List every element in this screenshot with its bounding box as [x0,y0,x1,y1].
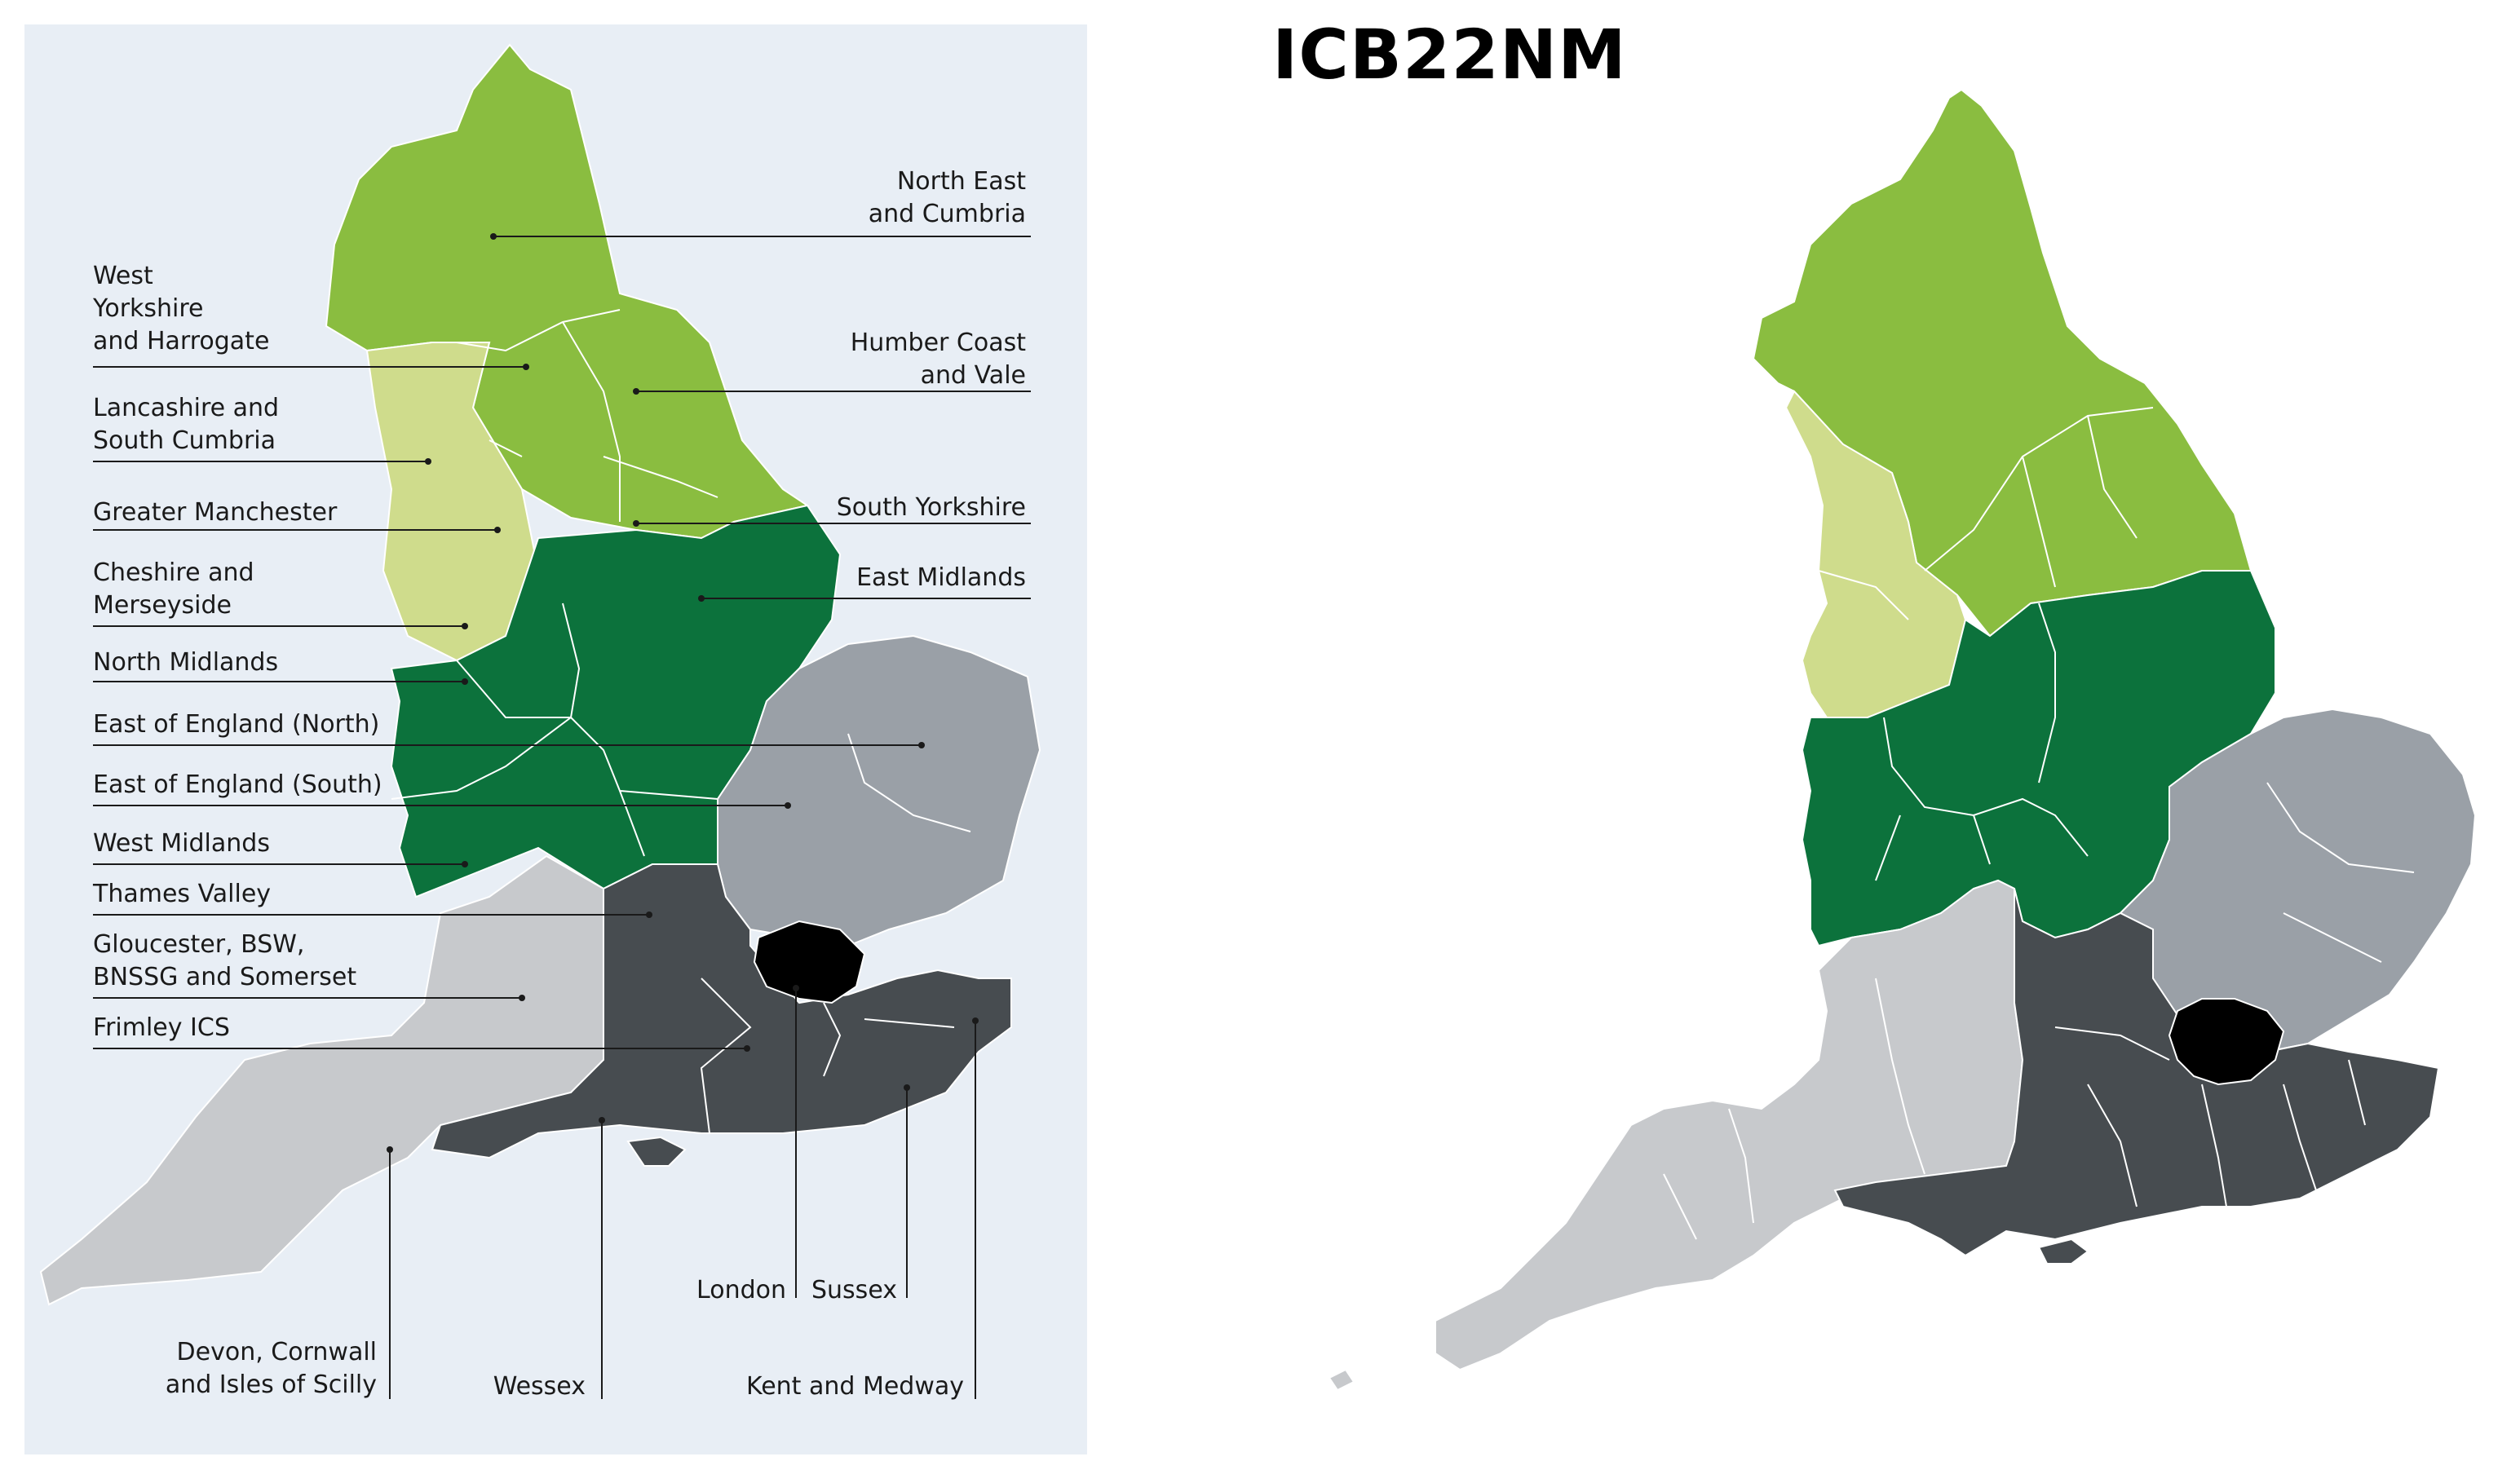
icb-boundary-lines [1663,407,2415,1240]
leader-dot-kent [972,1017,979,1024]
leader-dot-humber [633,388,639,395]
label-greater-manchester: Greater Manchester [93,498,338,527]
leader-dot-frimley [744,1045,750,1052]
label-west-midlands: West Midlands [93,829,270,858]
label-thames-valley: Thames Valley [92,880,271,908]
label-wessex: Wessex [493,1372,586,1401]
leader-dot-north-east [490,233,497,240]
icb-south-east[interactable] [1833,888,2440,1257]
leader-dot-north-midlands [462,678,468,685]
label-north-midlands: North Midlands [93,648,278,677]
leader-dot-wessex [599,1117,605,1123]
leader-dot-greater-manchester [494,527,501,533]
label-east-north: East of England (North) [93,710,379,739]
region-north-east-and-cumbria [325,43,810,540]
leader-dot-east-north [918,742,925,748]
label-kent: Kent and Medway [746,1372,964,1401]
leader-dot-east-midlands [698,595,705,602]
label-west-yorkshire: West Yorkshire and Harrogate [92,262,269,355]
leader-dot-east-south [785,802,791,809]
leader-dot-london [793,985,799,991]
label-frimley: Frimley ICS [93,1013,230,1042]
isles-of-scilly [1328,1368,1355,1392]
label-gloucester: Gloucester, BSW, BNSSG and Somerset [93,930,356,991]
label-north-east: North East and Cumbria [869,167,1026,228]
leader-dot-west-midlands [462,861,468,867]
leader-dot-devon [387,1146,393,1153]
icb-london[interactable] [2168,998,2285,1086]
leader-dot-thames-valley [646,911,652,918]
label-east-midlands: East Midlands [856,563,1026,592]
reference-map: North East and Cumbria West Yorkshire and Ha… [39,43,1041,1401]
label-devon: Devon, Cornwall and Isles of Scilly [166,1338,377,1399]
region-south-east [431,863,1012,1159]
icb-isle-of-wight [2037,1238,2089,1265]
leader-dot-south-yorkshire [633,520,639,527]
map-title: ICB22NM [1272,15,1627,95]
reference-map-regions [39,43,1041,1306]
icb-south-west[interactable] [1435,879,2024,1371]
isle-of-wight [626,1136,687,1167]
label-cheshire: Cheshire and Merseyside [93,558,254,620]
label-lancashire: Lancashire and South Cumbria [93,394,279,455]
label-london: London [696,1276,786,1304]
label-east-south: East of England (South) [93,770,382,799]
leader-dot-cheshire [462,623,468,629]
label-south-yorkshire: South Yorkshire [837,493,1026,522]
leader-dot-sussex [904,1084,910,1091]
leader-dot-west-yorkshire [523,364,529,370]
label-sussex: Sussex [811,1276,897,1304]
leader-dot-gloucester [519,995,525,1001]
label-humber: Humber Coast and Vale [851,329,1026,390]
icb-regions [1328,88,2477,1392]
region-london [753,920,866,1004]
leader-dot-lancashire [425,458,431,465]
